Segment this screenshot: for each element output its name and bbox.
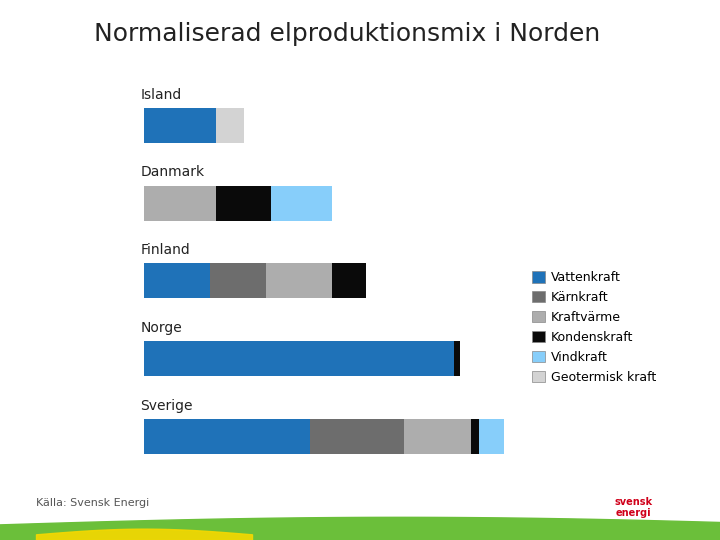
Bar [454,341,459,376]
Bar [266,264,333,298]
Bar [310,419,405,454]
Bar [216,186,271,220]
Text: Danmark: Danmark [140,165,204,179]
Bar [216,108,243,143]
Bar [144,264,210,298]
Text: Island: Island [140,87,181,102]
Text: Norge: Norge [140,321,182,335]
Bar [144,341,454,376]
Text: Finland: Finland [140,243,190,257]
Bar [144,108,216,143]
Text: svensk
energi: svensk energi [615,497,652,518]
Text: Källa: Svensk Energi: Källa: Svensk Energi [36,497,149,508]
Bar [144,419,310,454]
Bar [210,264,266,298]
Bar [333,264,366,298]
Legend: Vattenkraft, Kärnkraft, Kraftvärme, Kondenskraft, Vindkraft, Geotermisk kraft: Vattenkraft, Kärnkraft, Kraftvärme, Kond… [528,267,660,387]
Bar [144,186,216,220]
Bar [271,186,333,220]
Text: Sverige: Sverige [140,399,193,413]
Bar [479,419,518,454]
Bar [405,419,471,454]
Bar [471,419,479,454]
Text: Normaliserad elproduktionsmix i Norden: Normaliserad elproduktionsmix i Norden [94,22,600,45]
